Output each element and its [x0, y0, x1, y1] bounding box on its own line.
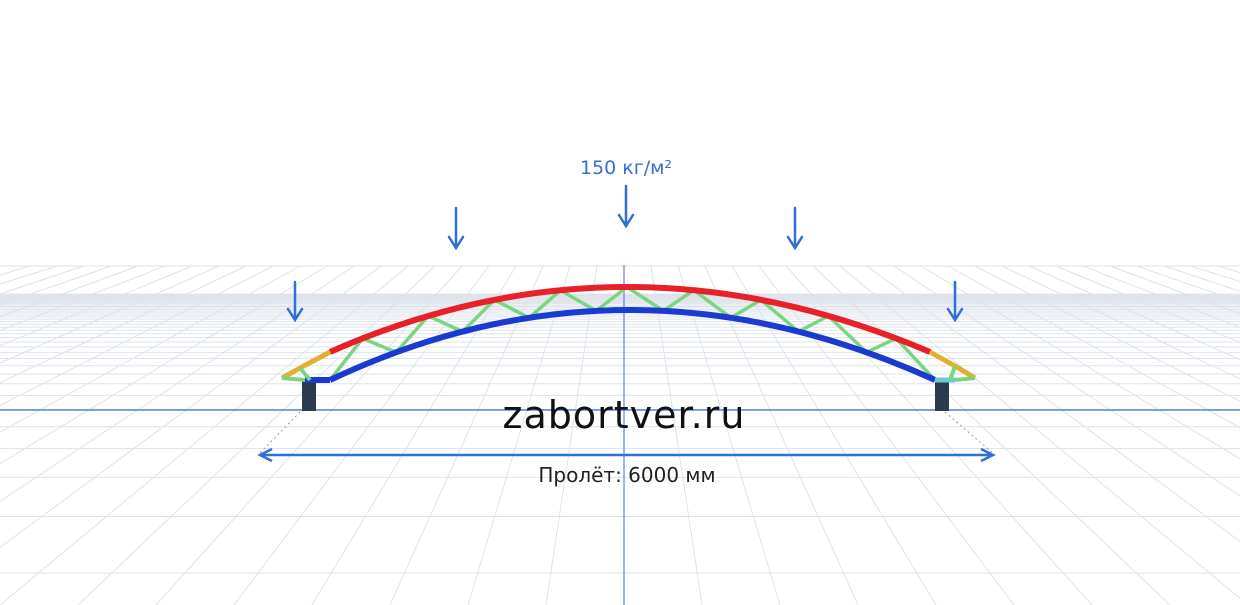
load-arrow [946, 280, 964, 323]
grid-line [1055, 265, 1240, 343]
grid-line [1001, 265, 1240, 380]
top-chord [328, 284, 932, 355]
load-arrow [286, 280, 304, 323]
grid-line [545, 265, 598, 605]
grid-line [0, 265, 166, 332]
left-support [302, 380, 316, 411]
grid-line [920, 265, 1240, 460]
grid-line [0, 265, 355, 502]
grid-line [1082, 265, 1240, 328]
load-arrow [617, 184, 635, 229]
grid-line [0, 265, 328, 465]
load-label: 150 кг/м² [580, 157, 672, 179]
grid-line [974, 265, 1240, 403]
dimension-line [257, 447, 996, 463]
dimension-extension [257, 411, 996, 456]
grid-line [704, 265, 859, 605]
grid-line [758, 265, 1015, 605]
grid-line [1028, 265, 1240, 361]
grid-line [0, 265, 382, 549]
grid-line [650, 265, 703, 605]
grid-line [467, 265, 571, 605]
grid-line [0, 265, 247, 384]
right-support [935, 380, 949, 411]
end-web [281, 365, 976, 382]
load-arrow [786, 206, 804, 251]
grid-line [677, 265, 781, 605]
load-arrows [286, 184, 964, 323]
grid-line [311, 265, 517, 605]
grid-line [947, 265, 1240, 429]
grid-line [839, 265, 1240, 600]
grid-line [0, 265, 193, 347]
grid-line [866, 265, 1240, 543]
span-label: Пролёт: 6000 мм [538, 463, 715, 487]
grid-line [893, 265, 1240, 497]
load-arrow [447, 206, 465, 251]
grid-line [0, 265, 409, 605]
grid-line [812, 265, 1171, 605]
grid-line [0, 265, 274, 407]
watermark: zabortver.ru [503, 393, 746, 437]
bottom-chord [328, 307, 937, 383]
grid-line [77, 265, 436, 605]
grid-line [0, 265, 220, 364]
grid-line [0, 265, 301, 433]
